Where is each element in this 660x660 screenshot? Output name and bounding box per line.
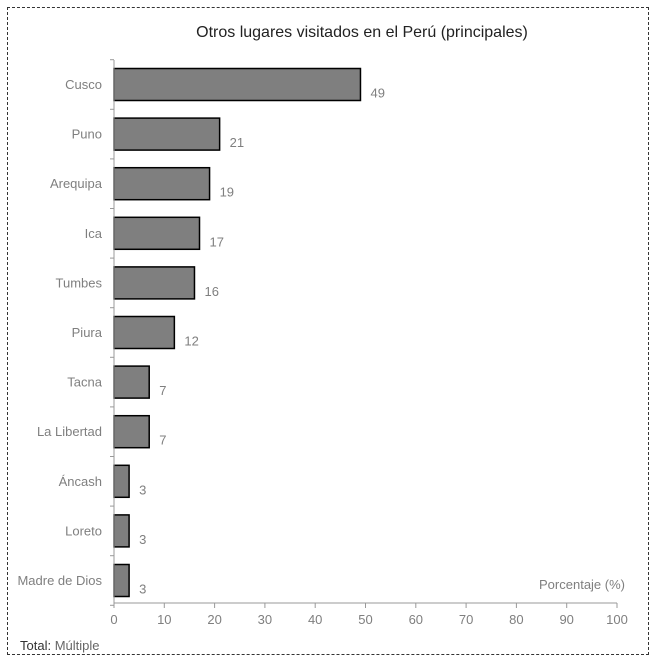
footer-note: Total: Múltiple xyxy=(20,638,100,653)
axes-layer: Cusco Puno Arequipa Ica Tumbes Piura Tacna La L… xyxy=(17,59,628,627)
x-axis-label: Porcentaje (%) xyxy=(539,577,625,592)
chart-title: Otros lugares visitados en el Perú (prin… xyxy=(196,24,528,41)
category-label: Tacna xyxy=(67,375,102,390)
data-label: 19 xyxy=(220,185,234,200)
x-tick-label: 80 xyxy=(509,612,523,627)
bar xyxy=(113,166,211,201)
data-label: 3 xyxy=(139,582,146,597)
category-label: Tumbes xyxy=(56,275,103,290)
bar xyxy=(113,414,150,449)
footer-label: Total xyxy=(20,638,48,653)
bar xyxy=(113,216,201,251)
bars-layer: 49 21 19 17 16 12 7 7 3 3 3 xyxy=(113,67,385,598)
category-label: Áncash xyxy=(59,474,102,489)
x-tick-label: 100 xyxy=(606,612,628,627)
data-label: 21 xyxy=(230,135,244,150)
data-label: 7 xyxy=(159,383,166,398)
data-label: 49 xyxy=(370,86,384,101)
x-tick-label: 50 xyxy=(358,612,372,627)
bar xyxy=(113,563,130,598)
x-tick-label: 0 xyxy=(110,612,117,627)
bar xyxy=(113,315,176,350)
chart-frame xyxy=(7,7,649,655)
data-label: 3 xyxy=(139,482,146,497)
x-tick-label: 20 xyxy=(207,612,221,627)
category-label: Arequipa xyxy=(50,176,103,191)
data-label: 7 xyxy=(159,433,166,448)
data-label: 12 xyxy=(184,334,198,349)
category-label: Loreto xyxy=(65,523,102,538)
category-label: Puno xyxy=(72,127,102,142)
data-label: 16 xyxy=(204,284,218,299)
x-tick-label: 30 xyxy=(258,612,272,627)
x-tick-label: 60 xyxy=(409,612,423,627)
category-label: Cusco xyxy=(65,77,102,92)
bar xyxy=(113,464,130,499)
x-tick-label: 70 xyxy=(459,612,473,627)
x-tick-label: 90 xyxy=(559,612,573,627)
category-label: Piura xyxy=(72,325,103,340)
x-tick-label: 10 xyxy=(157,612,171,627)
bar xyxy=(113,117,221,151)
bar xyxy=(113,266,196,300)
footer-separator: : xyxy=(47,638,55,653)
x-tick-label: 40 xyxy=(308,612,322,627)
bar xyxy=(113,365,150,399)
footer-value: Múltiple xyxy=(54,638,100,653)
category-label: La Libertad xyxy=(37,424,102,439)
bar xyxy=(113,514,130,548)
data-label: 17 xyxy=(210,234,224,249)
data-label: 3 xyxy=(139,532,146,547)
category-label: Madre de Dios xyxy=(17,573,102,588)
bar xyxy=(113,67,362,102)
category-label: Ica xyxy=(85,226,103,241)
